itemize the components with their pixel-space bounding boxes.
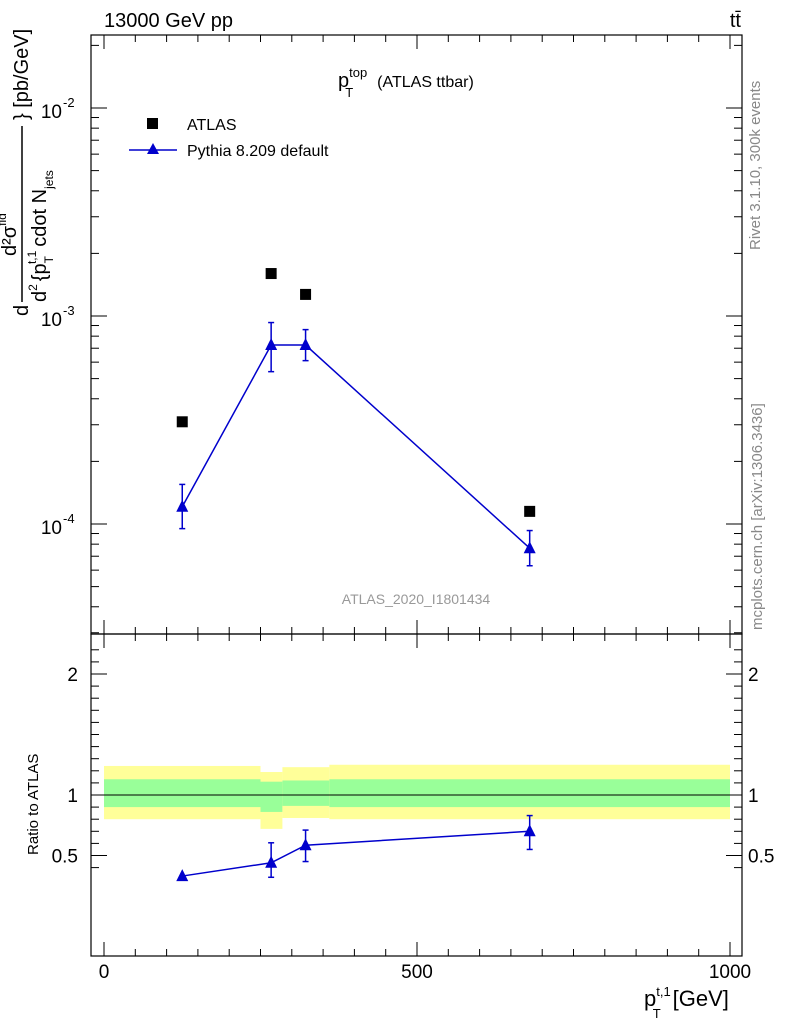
ratio-mc-line: [182, 830, 530, 877]
y-tick-label: 10: [41, 102, 62, 123]
atlas-point: [265, 268, 277, 280]
rivet-label: Rivet 3.1.10, 300k events: [747, 81, 764, 250]
energy-label: 13000 GeV pp: [104, 10, 233, 32]
y-tick-label: 10: [41, 310, 62, 331]
legend-pythia-label: Pythia 8.209 default: [187, 143, 329, 160]
atlas-point: [300, 288, 312, 300]
process-label: tt̄: [730, 10, 742, 32]
x-axis-title-sup: t,1: [656, 984, 670, 999]
ylabel-den-sub: T: [42, 255, 56, 263]
legend-pythia-marker: [147, 143, 159, 154]
mc-point: [299, 338, 312, 351]
mc-point: [523, 541, 536, 554]
ratio-band-inner: [329, 779, 730, 808]
svg-text:} [pb/GeV]: } [pb/GeV]: [11, 29, 33, 120]
ratio-band-inner: [282, 780, 330, 806]
svg-text:d2{pTt,1cdot Njets: d2 {pTt,1 cdot Njets: [25, 170, 56, 302]
plot-title: ptop T (ATLAS ttbar): [338, 65, 474, 100]
x-axis-title-unit: [GeV]: [673, 986, 729, 1011]
plot-title-sub: T: [345, 85, 353, 100]
y-tick-label-exp: -4: [63, 511, 75, 526]
ratio-y-tick-label: 0.5: [52, 847, 78, 868]
ylabel-den-sup2: t,1: [25, 250, 39, 264]
ratio-uncertainty-bands: [104, 764, 730, 829]
x-tick-label: 500: [401, 962, 433, 983]
ratio-y-tick-label-right: 2: [748, 665, 759, 686]
y-tick-label-exp: -2: [63, 95, 75, 110]
ylabel-num-sup: fid: [0, 213, 9, 226]
ratio-mc-point: [523, 824, 536, 837]
plot-title-var: p: [338, 70, 349, 92]
ylabel-den-a: d: [29, 291, 51, 302]
ylabel-den-c: cdot N: [29, 189, 51, 247]
ratio-y-tick-label-right: 1: [748, 786, 759, 807]
ratio-mc-point: [176, 869, 189, 882]
main-y-axis-title: d d²σfid d2{pTt,1cdot Njets } [pb/GeV]: [0, 29, 56, 316]
ylabel-num: d²σ: [0, 225, 21, 256]
mc-point: [176, 499, 189, 512]
legend-atlas-marker: [147, 118, 158, 129]
plot-title-sup: top: [349, 65, 367, 80]
analysis-id: ATLAS_2020_I1801434: [342, 591, 491, 607]
ylabel-den-b: {p: [29, 263, 51, 281]
ratio-y-axis-title: Ratio to ATLAS: [25, 754, 42, 855]
atlas-point: [176, 416, 188, 428]
ylabel-d1: d: [11, 305, 33, 316]
y-tick-label-exp: -3: [63, 303, 75, 318]
x-tick-label: 0: [99, 962, 110, 983]
mc-series-line: [181, 344, 531, 549]
x-tick-label: 1000: [709, 962, 751, 983]
source-label: mcplots.cern.ch [arXiv:1306.3436]: [749, 403, 766, 630]
ratio-mc-point: [299, 838, 312, 851]
ylabel-den-sub2: jets: [42, 170, 56, 190]
ratio-y-tick-label: 1: [67, 786, 78, 807]
ratio-band-inner: [104, 779, 261, 808]
ratio-y-tick-label: 2: [67, 665, 78, 686]
x-axis-title: pt,1 T [GeV]: [644, 984, 729, 1021]
ylabel-unit: } [pb/GeV]: [11, 29, 33, 120]
y-tick-label: 10: [41, 518, 62, 539]
mc-point: [265, 338, 278, 351]
svg-text:d²σfid: d²σfid: [0, 213, 21, 256]
svg-text:d: d: [11, 305, 33, 316]
ratio-y-tick-label-right: 0.5: [748, 847, 774, 868]
plot-title-rest: (ATLAS ttbar): [377, 74, 474, 91]
data-marks: [176, 268, 536, 882]
ratio-band-inner: [260, 781, 283, 812]
ratio-mc-point: [265, 855, 278, 868]
atlas-point: [524, 505, 536, 517]
ylabel-den-sup1: 2: [26, 284, 40, 291]
x-axis-title-sub: T: [653, 1006, 661, 1021]
legend-atlas-label: ATLAS: [187, 117, 237, 134]
x-axis-title-var: p: [644, 986, 656, 1011]
